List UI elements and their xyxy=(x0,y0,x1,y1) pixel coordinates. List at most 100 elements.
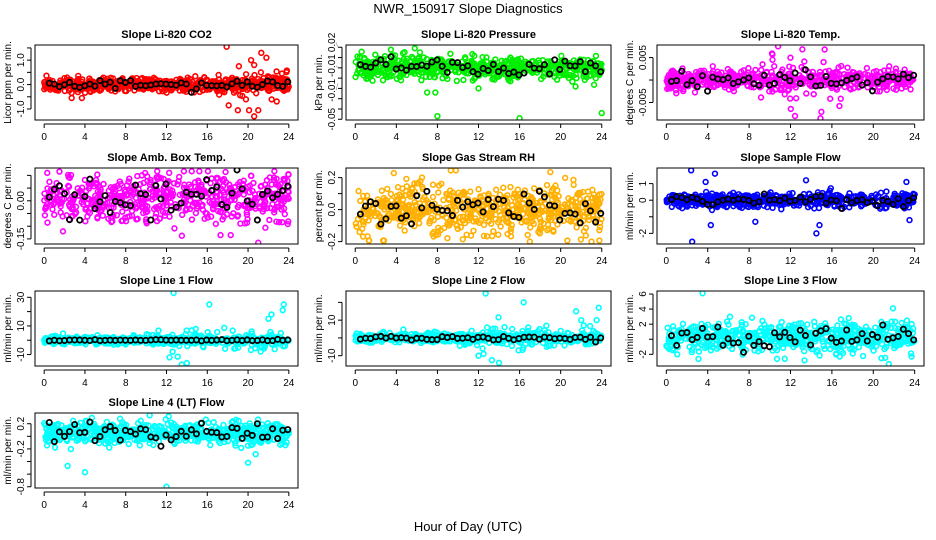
data-point xyxy=(171,225,178,232)
reference-point xyxy=(253,83,261,91)
data-point xyxy=(524,324,532,331)
x-tick-label: 20 xyxy=(555,132,567,143)
data-point xyxy=(122,87,130,95)
panel-title: Slope Line 1 Flow xyxy=(120,275,213,287)
x-tick-label: 20 xyxy=(868,132,880,143)
data-point xyxy=(165,169,173,177)
data-point xyxy=(86,209,94,217)
reference-point xyxy=(86,175,94,183)
data-point xyxy=(68,89,75,97)
x-tick-label: 16 xyxy=(514,132,526,143)
data-point xyxy=(699,68,706,76)
reference-point xyxy=(228,189,236,197)
data-point xyxy=(410,214,417,222)
reference-point xyxy=(776,197,784,205)
data-point xyxy=(492,325,499,332)
data-point xyxy=(444,234,451,242)
y-tick-label: 10 xyxy=(16,320,27,332)
data-point xyxy=(360,192,367,200)
outlier-point xyxy=(263,54,270,61)
reference-point xyxy=(474,70,482,78)
reference-point xyxy=(372,59,380,67)
data-point xyxy=(165,194,172,201)
data-point xyxy=(512,198,519,205)
reference-point xyxy=(474,199,482,207)
outlier-point xyxy=(906,216,913,224)
data-point xyxy=(199,201,206,209)
data-point xyxy=(423,55,430,63)
data-point xyxy=(592,52,600,60)
data-point xyxy=(462,55,469,63)
x-tick-label: 8 xyxy=(746,256,752,267)
y-tick-label: 0 xyxy=(638,197,649,203)
x-tick-label: 4 xyxy=(705,256,711,267)
data-point xyxy=(553,76,561,83)
data-point xyxy=(422,73,430,80)
data-point xyxy=(492,186,500,193)
outlier-point xyxy=(250,61,258,69)
reference-point xyxy=(520,190,528,198)
data-point xyxy=(560,71,567,78)
outlier-point xyxy=(447,168,454,174)
reference-point xyxy=(228,80,236,88)
data-point xyxy=(426,217,434,225)
data-point xyxy=(498,57,505,64)
data-point xyxy=(147,178,154,186)
data-point xyxy=(78,199,85,206)
data-point xyxy=(222,76,229,83)
outlier-point xyxy=(903,178,910,186)
data-point xyxy=(175,173,183,181)
data-point xyxy=(573,74,580,82)
x-tick-label: 20 xyxy=(242,256,254,267)
reference-point xyxy=(884,197,892,205)
data-point xyxy=(507,183,514,191)
outlier-point xyxy=(170,291,177,297)
data-point xyxy=(565,74,572,82)
reference-point xyxy=(540,193,548,201)
reference-point xyxy=(556,216,564,224)
y-axis-label: ml/min per min. xyxy=(3,294,14,362)
data-point xyxy=(134,172,141,180)
data-point xyxy=(524,60,532,67)
data-point xyxy=(126,198,134,206)
data-point xyxy=(507,78,514,85)
data-point xyxy=(555,192,562,200)
reference-point xyxy=(494,68,502,76)
data-point xyxy=(284,220,291,228)
reference-point xyxy=(418,204,426,212)
data-point xyxy=(537,223,544,230)
x-axis: 0 4 8 12 16 20 24 xyxy=(41,369,295,389)
y-axis: 10-10 xyxy=(327,301,343,363)
reference-point xyxy=(678,67,686,75)
y-tick-label: 10 xyxy=(327,314,338,326)
data-point xyxy=(94,171,101,178)
data-point xyxy=(581,76,588,84)
reference-point xyxy=(96,77,104,85)
data-point xyxy=(787,105,795,113)
data-point xyxy=(459,213,467,221)
reference-point xyxy=(361,202,369,210)
data-point xyxy=(799,46,806,53)
reference-point xyxy=(581,200,589,208)
figure-title: NWR_150917 Slope Diagnostics xyxy=(373,1,563,16)
data-point xyxy=(665,196,672,203)
x-tick-label: 16 xyxy=(826,256,838,267)
reference-point xyxy=(843,196,851,204)
data-point xyxy=(769,204,776,212)
outlier-point xyxy=(418,174,426,181)
data-point xyxy=(210,202,218,209)
x-axis: 0 4 8 12 16 20 24 xyxy=(664,247,921,267)
data-point xyxy=(470,227,477,234)
data-point xyxy=(54,196,61,203)
data-point xyxy=(434,228,442,235)
data-point xyxy=(235,201,243,209)
data-point xyxy=(435,189,442,196)
y-tick-label: 0.0 xyxy=(327,202,338,216)
outlier-point xyxy=(416,49,424,56)
data-point xyxy=(153,192,160,199)
x-tick-label: 4 xyxy=(394,256,400,267)
data-point xyxy=(459,217,466,224)
